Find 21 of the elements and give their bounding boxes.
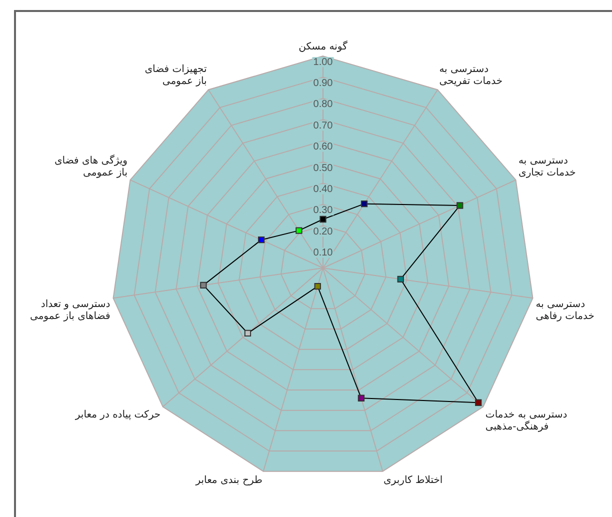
spoke-label: گونه مسکن — [298, 40, 348, 53]
spoke-label: دسترسی به خدمات تفریحی — [439, 64, 503, 87]
spoke-label: دسترسی به خدمات تجاری — [518, 155, 576, 178]
spoke-label: تجهیزات فضای باز عمومی — [144, 64, 208, 87]
y-tick-label: 0.40 — [313, 184, 334, 195]
y-tick-label: 0.50 — [313, 162, 334, 174]
y-tick-label: 0.70 — [313, 120, 334, 132]
spoke-label: دسترسی و تعداد فضاهای باز عمومی — [30, 299, 110, 322]
y-tick-label: 0.30 — [313, 205, 334, 216]
y-tick-label: 1.00 — [313, 56, 334, 68]
y-tick-label: 0.60 — [313, 142, 334, 153]
spoke-label: حرکت پیاده در معابر — [74, 409, 161, 420]
y-tick-label: 0.20 — [313, 226, 334, 238]
y-tick-label: 0.90 — [313, 78, 334, 90]
spoke-label: ویژگی های فضای باز عمومی — [54, 154, 128, 178]
spoke-label: دسترسی به خدمات رفاهی — [536, 299, 594, 322]
y-tick-label: 0.10 — [313, 248, 334, 259]
spoke-label: اختلاط کاربری — [384, 474, 443, 486]
spoke-label: طرح بندی معابر — [194, 474, 262, 486]
y-tick-label: 0.80 — [313, 99, 334, 110]
spoke-label: دسترسی به خدمات فرهنگی-مذهبی — [485, 409, 568, 432]
